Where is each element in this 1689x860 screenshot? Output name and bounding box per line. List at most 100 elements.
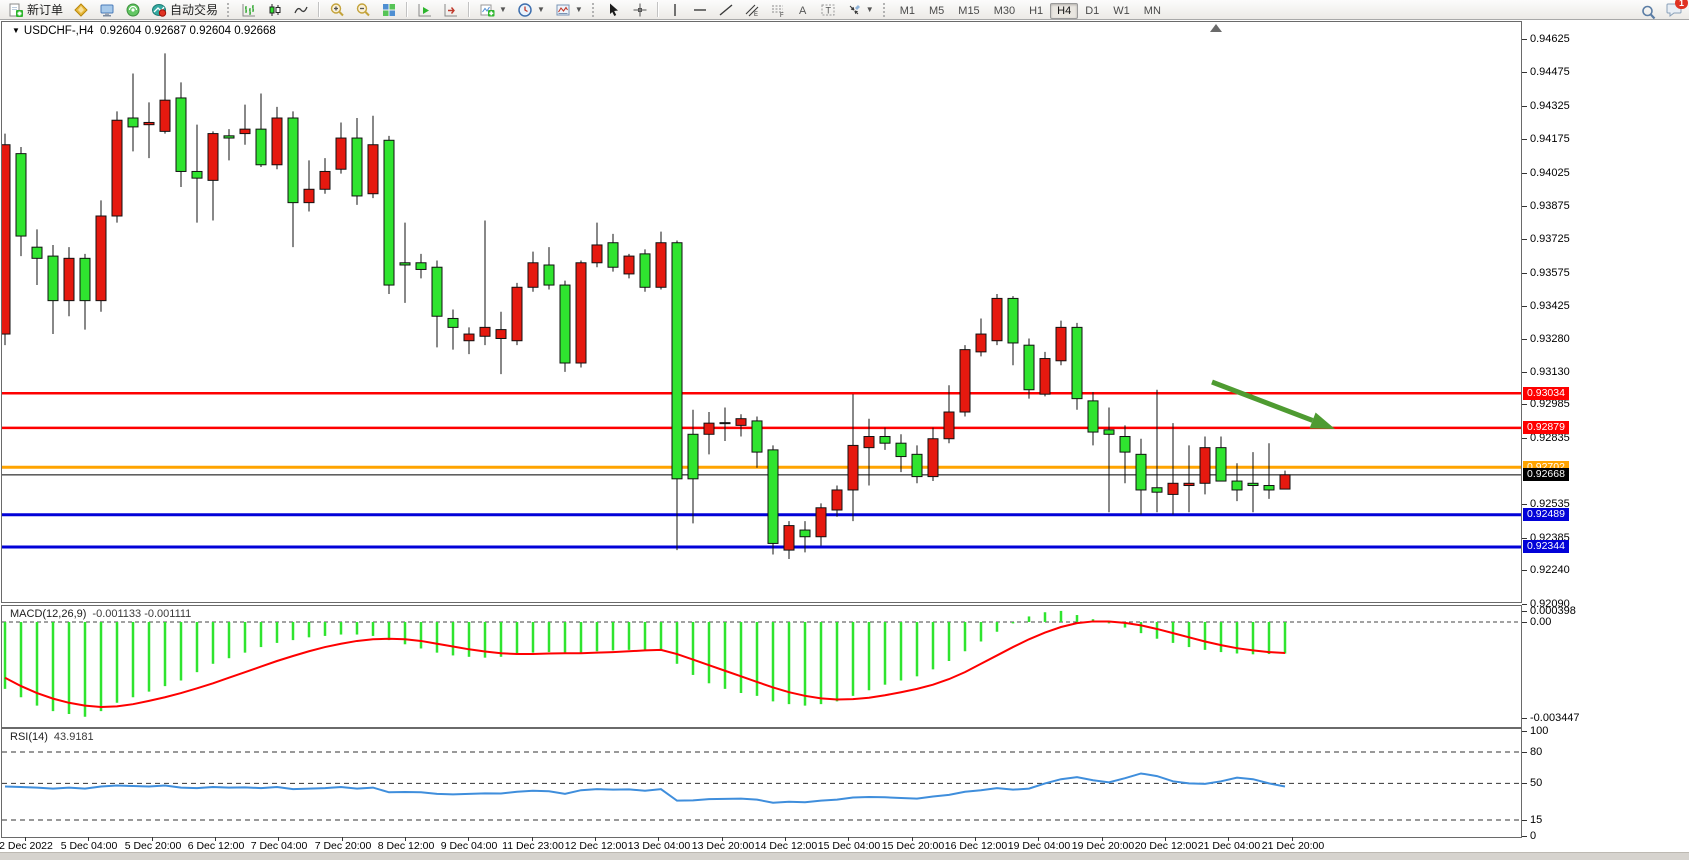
- gold-button[interactable]: [69, 0, 93, 20]
- fibonacci-button[interactable]: F: [766, 0, 790, 20]
- autotrade-icon: [151, 2, 167, 18]
- time-tick: [658, 837, 659, 841]
- price-level-tag: 0.92879: [1523, 421, 1569, 435]
- toolbar-grip: [227, 2, 232, 17]
- bar-chart-icon: [241, 2, 257, 18]
- price-level-tag: 0.92489: [1523, 508, 1569, 522]
- axis-tick: [1522, 371, 1527, 373]
- cursor-icon: [606, 2, 622, 18]
- notifications-button[interactable]: 1: [1665, 0, 1688, 23]
- time-tick-label: 15 Dec 20:00: [881, 840, 945, 852]
- rsi-pane[interactable]: RSI(14) 43.9181: [1, 728, 1522, 838]
- price-tick-label: 0.93280: [1530, 332, 1570, 345]
- time-tick-label: 6 Dec 12:00: [187, 840, 245, 852]
- time-tick: [25, 837, 26, 841]
- macd-pane[interactable]: MACD(12,26,9) -0.001133 -0.001111: [1, 605, 1522, 728]
- tf-m30-button[interactable]: M30: [993, 4, 1016, 17]
- time-tick: [532, 837, 533, 841]
- macd-tick-label: 0.000398: [1530, 604, 1576, 617]
- rsi-tick-label: 100: [1530, 725, 1549, 738]
- axis-tick: [1522, 622, 1527, 623]
- new-order-button[interactable]: 新订单: [4, 0, 67, 20]
- time-tick: [152, 837, 153, 841]
- tf-mn-button[interactable]: MN: [1143, 4, 1161, 17]
- horizontal-line-button[interactable]: [688, 0, 712, 20]
- channel-button[interactable]: E: [740, 0, 764, 20]
- price-tick-label: 0.94475: [1530, 66, 1570, 79]
- chart-shift-marker: [1210, 24, 1222, 32]
- autotrade-button[interactable]: 自动交易: [147, 0, 222, 20]
- zoom-out-button[interactable]: [351, 0, 375, 20]
- tile-windows-button[interactable]: [377, 0, 401, 20]
- price-pane[interactable]: ▼ USDCHF-,H4 0.92604 0.92687 0.92604 0.92…: [1, 21, 1522, 603]
- time-tick: [975, 837, 976, 841]
- vertical-line-button[interactable]: [664, 0, 686, 20]
- tf-h4-button[interactable]: H4: [1050, 2, 1079, 19]
- price-axis[interactable]: 0.94625 0.94475 0.94325 0.94175 0.94025 0.938…: [1522, 20, 1689, 852]
- text-label-icon: T: [820, 2, 836, 18]
- arrows-button[interactable]: ▼: [842, 0, 878, 20]
- candlestick-button[interactable]: [263, 0, 287, 20]
- tf-m5-button[interactable]: M5: [929, 4, 945, 17]
- autotrade-label: 自动交易: [170, 3, 219, 17]
- price-tick-label: 0.93425: [1530, 300, 1570, 313]
- line-chart-button[interactable]: [289, 0, 313, 20]
- status-strip: [0, 852, 1689, 860]
- time-tick-label: 21 Dec 04:00: [1197, 840, 1261, 852]
- signals-button[interactable]: [121, 0, 145, 20]
- periods-button[interactable]: ▼: [513, 0, 549, 20]
- crosshair-button[interactable]: [628, 0, 652, 20]
- price-tick-label: 0.94325: [1530, 99, 1570, 112]
- text-button[interactable]: A: [792, 0, 814, 20]
- zoom-out-icon: [355, 2, 371, 18]
- time-tick-label: 7 Dec 04:00: [250, 840, 308, 852]
- time-axis[interactable]: 2 Dec 2022 5 Dec 04:00 5 Dec 20:00 6 Dec 12…: [0, 837, 1522, 852]
- price-tick-label: 0.94625: [1530, 32, 1570, 45]
- time-tick-label: 14 Dec 12:00: [754, 840, 818, 852]
- auto-scroll-button[interactable]: [413, 0, 437, 20]
- trendline-button[interactable]: [714, 0, 738, 20]
- axis-tick: [1522, 504, 1527, 506]
- rsi-tick-label: 80: [1530, 746, 1543, 759]
- templates-button[interactable]: ▼: [551, 0, 587, 20]
- time-tick-label: 9 Dec 04:00: [440, 840, 498, 852]
- terminal-button[interactable]: [95, 0, 119, 20]
- axis-tick: [1522, 306, 1527, 308]
- tf-w1-button[interactable]: W1: [1113, 4, 1130, 17]
- bar-chart-button[interactable]: [237, 0, 261, 20]
- tf-m15-button[interactable]: M15: [958, 4, 980, 17]
- price-tick-label: 0.92985: [1530, 398, 1570, 411]
- auto-scroll-icon: [417, 2, 433, 18]
- toolbar-grip: [882, 2, 888, 17]
- toolbar-separator: [468, 2, 471, 17]
- tf-d1-button[interactable]: D1: [1085, 4, 1100, 17]
- chart-shift-button[interactable]: [439, 0, 463, 20]
- macd-label: MACD(12,26,9) -0.001133 -0.001111: [10, 608, 191, 620]
- text-label-button[interactable]: T: [816, 0, 840, 20]
- price-tick-label: 0.94025: [1530, 166, 1570, 179]
- zoom-in-icon: [329, 2, 345, 18]
- price-tick-label: 0.94175: [1530, 133, 1570, 146]
- time-tick-label: 16 Dec 12:00: [944, 840, 1008, 852]
- text-icon: A: [796, 2, 810, 18]
- tf-m1-button[interactable]: M1: [899, 4, 915, 17]
- tf-h1-button[interactable]: H1: [1029, 4, 1044, 17]
- cursor-button[interactable]: [602, 0, 626, 20]
- window-menu-icon[interactable]: ▼: [12, 26, 20, 35]
- axis-tick: [1522, 338, 1527, 340]
- rsi-tick-label: 50: [1530, 777, 1543, 790]
- time-tick: [215, 837, 216, 841]
- price-tick-label: 0.92090: [1530, 597, 1570, 610]
- axis-tick: [1522, 404, 1527, 406]
- axis-tick: [1522, 752, 1527, 754]
- indicators-button[interactable]: ▼: [475, 0, 511, 20]
- time-tick-label: 13 Dec 04:00: [627, 840, 691, 852]
- axis-tick: [1522, 172, 1527, 174]
- price-tick-label: 0.92835: [1530, 431, 1570, 444]
- zoom-in-button[interactable]: [325, 0, 349, 20]
- chart-title: ▼ USDCHF-,H4 0.92604 0.92687 0.92604 0.92…: [12, 25, 276, 37]
- search-icon[interactable]: [1640, 4, 1657, 21]
- time-tick-label: 7 Dec 20:00: [314, 840, 372, 852]
- new-order-icon: [8, 2, 24, 18]
- time-tick: [278, 837, 279, 841]
